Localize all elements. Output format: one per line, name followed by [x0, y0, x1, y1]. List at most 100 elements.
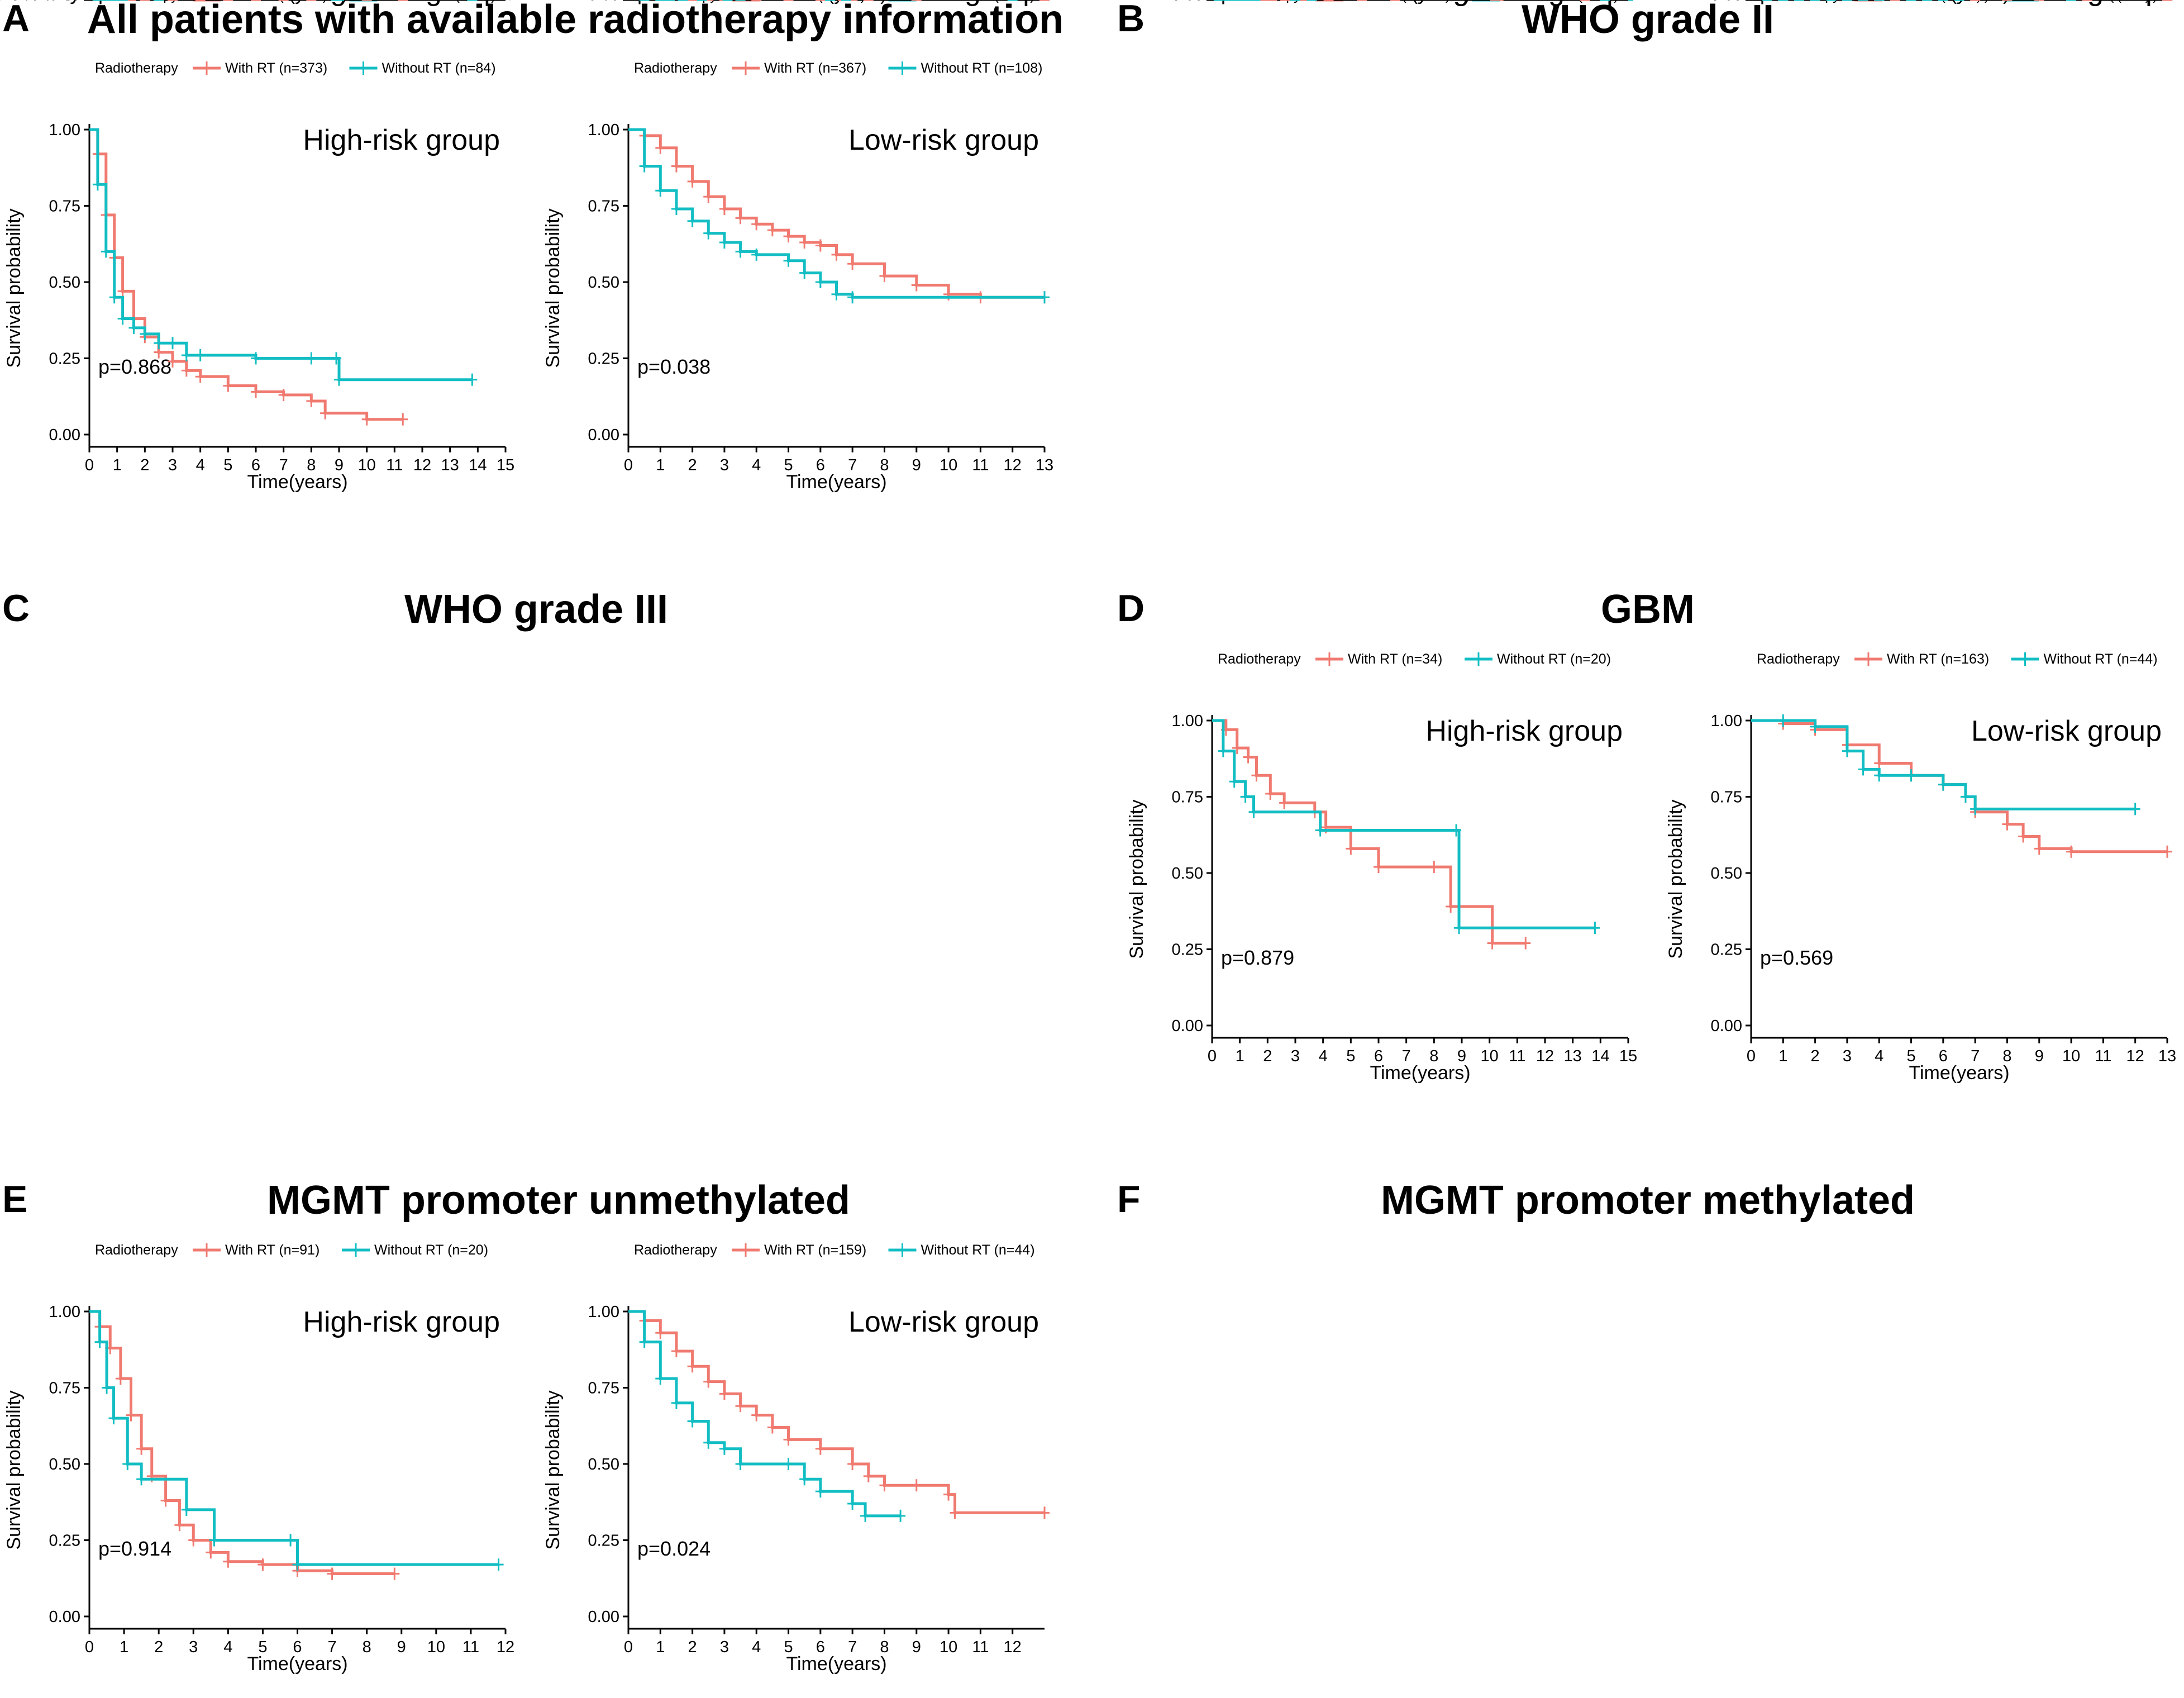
legend-title: Radiotherapy — [1757, 0, 1840, 3]
x-tick-label: 0 — [1208, 1047, 1217, 1065]
x-tick-label: 7 — [848, 0, 857, 4]
x-tick-label: 11 — [972, 456, 989, 474]
x-tick-label: 7 — [328, 1638, 337, 1656]
x-tick-label: 1 — [656, 456, 665, 474]
y-tick-label: 1.00 — [588, 0, 619, 4]
x-tick-label: 15 — [497, 456, 514, 474]
x-tick-label: 10 — [427, 1638, 445, 1656]
x-tick-label: 9 — [912, 0, 921, 4]
panel-title-c: WHO grade III — [404, 587, 669, 632]
x-tick-label: 9 — [1507, 0, 1516, 4]
x-tick-label: 6 — [251, 0, 260, 4]
p-value: p=0.914 — [98, 1537, 171, 1560]
x-axis-label: Time(years) — [247, 1653, 347, 1675]
legend-label-without-rt: Without RT (n=20) — [2036, 0, 2150, 3]
y-tick-label: 0.50 — [1172, 0, 1203, 4]
x-tick-label: 6 — [816, 1638, 825, 1656]
legend-title: Radiotherapy — [95, 60, 178, 76]
x-tick-label: 6 — [1374, 1047, 1383, 1065]
y-tick-label: 0.00 — [49, 1608, 80, 1626]
x-tick-label: 7 — [1485, 0, 1494, 4]
y-tick-label: 1.00 — [588, 1303, 619, 1321]
km-curve-without-rt — [1212, 719, 1595, 929]
x-tick-label: 7 — [1971, 1047, 1980, 1065]
x-tick-label: 3 — [1843, 0, 1852, 4]
x-tick-label: 11 — [1570, 0, 1587, 4]
x-tick-label: 10 — [2075, 0, 2093, 4]
legend-label-with-rt: With RT (n=367) — [764, 60, 866, 76]
y-tick-label: 0.25 — [1711, 0, 1742, 4]
x-tick-label: 7 — [279, 0, 288, 4]
km-plot-D-low: Radiotherapy With RT (n=43) Without RT (n=… — [0, 0, 2167, 7]
group-title: Low-risk group — [848, 124, 1039, 156]
x-tick-label: 8 — [1474, 0, 1483, 4]
x-tick-label: 2 — [688, 0, 697, 4]
y-tick-label: 0.25 — [1711, 941, 1742, 959]
x-tick-label: 2 — [688, 1638, 697, 1656]
km-plot-B-high: Radiotherapy With RT (n=34) Without RT (n=… — [1126, 651, 1637, 1084]
y-tick-label: 0.00 — [1711, 0, 1742, 4]
group-title: High-risk group — [1425, 0, 1623, 7]
x-tick-label: 6 — [293, 1638, 302, 1656]
x-tick-label: 5 — [1374, 0, 1383, 4]
group-title: Low-risk group — [1971, 0, 2162, 7]
y-tick-label: 1.00 — [1711, 0, 1742, 4]
y-tick-label: 0.50 — [1711, 0, 1742, 4]
y-tick-label: 0.75 — [1172, 789, 1203, 807]
legend-title: Radiotherapy — [95, 1242, 178, 1258]
p-value: p=0.038 — [637, 355, 710, 378]
panel-letter-b: B — [1117, 0, 1145, 40]
x-tick-label: 9 — [1565, 0, 1573, 4]
x-tick-label: 12 — [1536, 1047, 1554, 1065]
x-tick-label: 4 — [752, 1638, 761, 1656]
x-tick-label: 4 — [1880, 0, 1889, 4]
p-value: p=0.569 — [1760, 946, 1833, 969]
x-tick-label: 4 — [223, 1638, 232, 1656]
y-tick-label: 0.25 — [1711, 0, 1742, 4]
x-tick-label: 1 — [113, 456, 122, 474]
y-tick-label: 0.75 — [49, 0, 80, 4]
y-axis-label: Survival probability — [0, 0, 80, 4]
group-title: Low-risk group — [848, 0, 1039, 7]
x-tick-label: 1 — [1780, 0, 1789, 4]
legend-label-with-rt: With RT (n=91) — [225, 1242, 320, 1258]
x-tick-label: 5 — [1913, 0, 1922, 4]
legend-title: Radiotherapy — [634, 0, 717, 3]
y-tick-label: 0.25 — [49, 350, 80, 368]
x-tick-label: 10 — [940, 456, 957, 474]
p-value: p=0.022 — [637, 0, 710, 4]
panel-title-e: MGMT promoter unmethylated — [266, 1178, 851, 1223]
panel-title-d: GBM — [1601, 587, 1695, 632]
y-axis-label: Survival probability — [0, 0, 80, 4]
x-tick-label: 1 — [656, 0, 665, 4]
km-curve-with-rt — [1212, 719, 1526, 945]
x-tick-label: 14 — [1591, 1047, 1609, 1065]
x-tick-label: 9 — [397, 1638, 406, 1656]
x-tick-label: 2 — [1274, 0, 1283, 4]
km-plot-F-low: Radiotherapy With RT (n=188) Without RT (n… — [0, 0, 2176, 7]
x-tick-label: 4 — [1366, 0, 1375, 4]
x-tick-label: 11 — [2095, 1047, 2111, 1065]
x-tick-label: 11 — [2095, 0, 2111, 4]
x-tick-label: 2 — [1811, 0, 1820, 4]
x-tick-label: 9 — [2046, 0, 2055, 4]
x-tick-label: 4 — [196, 0, 205, 4]
y-tick-label: 0.00 — [1172, 1017, 1203, 1035]
x-tick-label: 11 — [462, 1638, 479, 1656]
y-tick-label: 1.00 — [1172, 0, 1203, 4]
legend-label-without-rt: Without RT (n=44) — [921, 1242, 1035, 1258]
x-tick-label: 6 — [816, 0, 825, 4]
y-tick-label: 1.00 — [588, 121, 619, 139]
x-tick-label: 0 — [85, 1638, 94, 1656]
km-curve-without-rt — [628, 1310, 901, 1518]
x-tick-label: 7 — [1441, 0, 1449, 4]
km-plot-C-low: Radiotherapy With RT (n=159) Without RT (n… — [542, 1242, 1050, 1675]
y-tick-label: 0.50 — [1711, 0, 1742, 4]
y-tick-label: 0.25 — [588, 1532, 619, 1550]
p-value: p=0.879 — [1221, 946, 1294, 969]
y-tick-label: 0.50 — [49, 1456, 80, 1473]
legend-label-without-rt: Without RT (n=62) — [2044, 0, 2158, 3]
x-tick-label: 12 — [2126, 1047, 2144, 1065]
y-tick-label: 0.50 — [588, 1456, 619, 1473]
x-tick-label: 0 — [624, 1638, 633, 1656]
